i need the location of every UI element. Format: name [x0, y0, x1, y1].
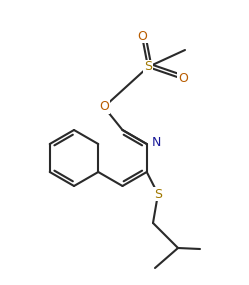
Text: S: S — [154, 188, 162, 201]
Text: S: S — [144, 60, 152, 74]
Text: N: N — [152, 137, 161, 150]
Text: O: O — [178, 72, 188, 86]
Text: O: O — [99, 101, 109, 113]
Text: O: O — [137, 30, 147, 42]
